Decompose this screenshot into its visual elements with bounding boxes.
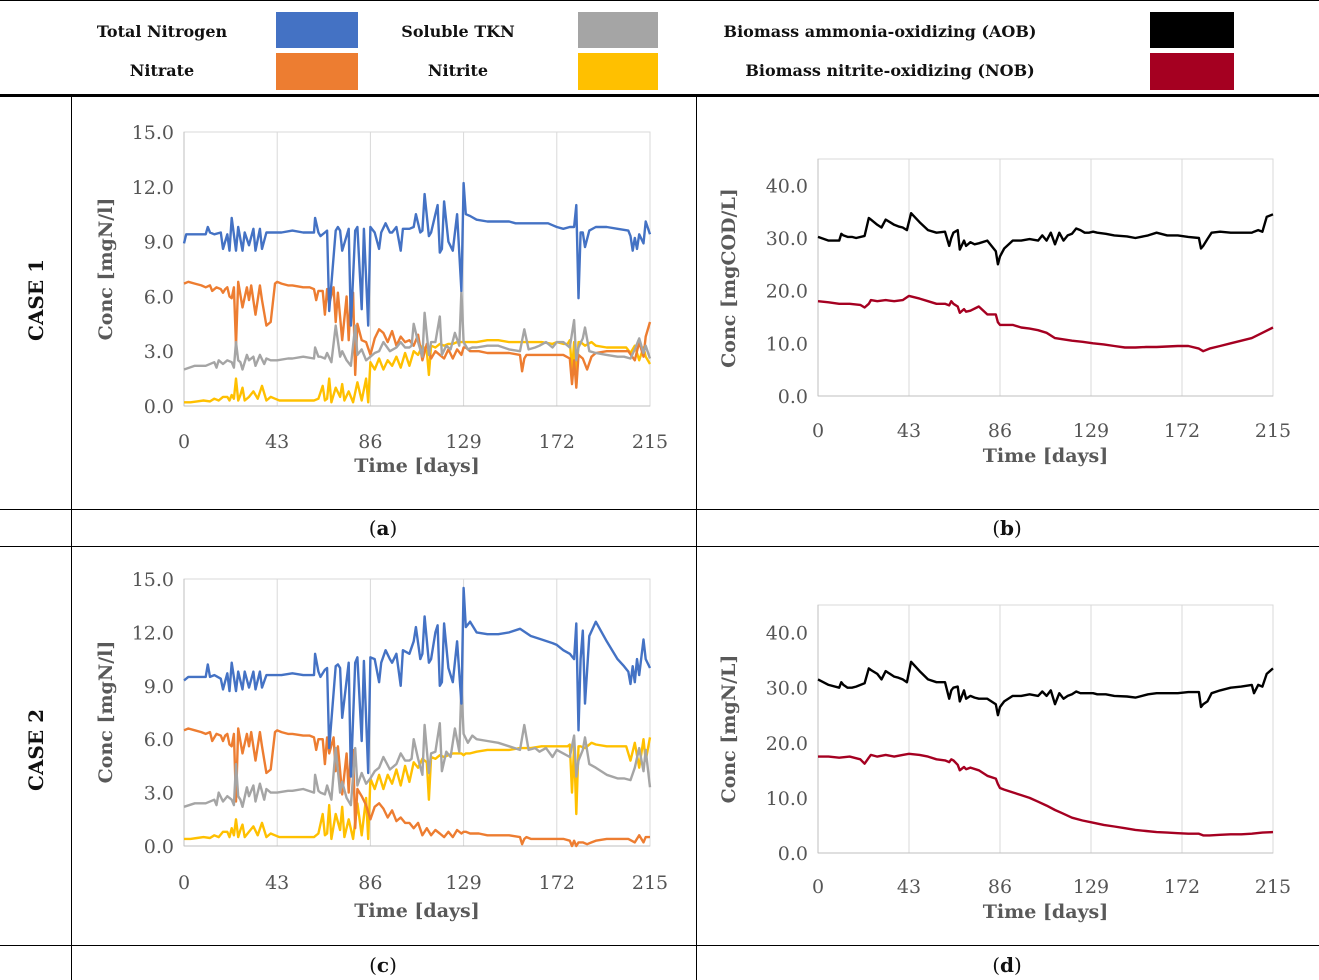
y-axis-label-a: Conc [mgN/l]	[95, 198, 117, 341]
y-axis-label-b: Conc [mgCOD/L]	[718, 188, 740, 368]
plot-frame-b	[817, 158, 1274, 397]
legend-bottom-border	[0, 94, 1319, 95]
x-tick-label-a-5: 215	[632, 431, 668, 453]
series-line-a-soluble-tkn	[183, 289, 652, 371]
series-line-a-nitrate	[183, 280, 652, 389]
y-tick-label-d-1: 10.0	[766, 788, 808, 810]
x-tick-label-d-2: 86	[988, 876, 1012, 898]
y-tick-label-a-2: 6.0	[144, 286, 174, 308]
y-tick-label-b-0: 0.0	[778, 386, 808, 408]
x-tick-label-d-4: 172	[1164, 876, 1200, 898]
y-tick-label-c-4: 12.0	[132, 622, 174, 644]
col-divider-left	[71, 96, 72, 980]
y-tick-label-d-3: 30.0	[766, 678, 808, 700]
x-tick-label-a-3: 129	[445, 431, 481, 453]
x-axis-label-b: Time [days]	[983, 445, 1108, 467]
legend-label-nitrate: Nitrate	[129, 61, 195, 80]
legend-top-border	[0, 0, 1319, 1]
x-axis-label-a: Time [days]	[354, 455, 479, 477]
y-tick-label-a-3: 9.0	[144, 232, 174, 254]
x-tick-label-a-4: 172	[539, 431, 575, 453]
legend-label-total-nitrogen: Total Nitrogen	[96, 22, 228, 41]
series-line-d-biomass-nitrite-oxidizing-nob-	[818, 752, 1274, 837]
y-tick-label-d-2: 20.0	[766, 733, 808, 755]
y-tick-label-a-5: 15.0	[132, 122, 174, 144]
x-tick-label-c-3: 129	[445, 872, 481, 894]
x-tick-label-c-1: 43	[265, 872, 289, 894]
legend-label-nob: Biomass nitrite-oxidizing (NOB)	[745, 61, 1035, 80]
legend-swatch-aob	[1150, 12, 1234, 48]
x-tick-label-b-4: 172	[1164, 420, 1200, 442]
x-tick-label-d-1: 43	[897, 876, 921, 898]
legend-swatch-soluble-tkn	[578, 12, 658, 48]
series-line-b-biomass-ammonia-oxidizing-aob-	[817, 211, 1274, 266]
y-tick-label-d-4: 40.0	[766, 623, 808, 645]
legend-label-nitrite: Nitrite	[427, 61, 489, 80]
x-tick-label-a-0: 0	[178, 431, 190, 453]
subfigure-label-d: (d)	[992, 953, 1022, 977]
x-axis-label-c: Time [days]	[354, 900, 479, 922]
y-axis-label-d: Conc [mgN/L]	[718, 655, 740, 804]
x-tick-label-a-2: 86	[358, 431, 382, 453]
x-tick-label-c-4: 172	[539, 872, 575, 894]
x-tick-label-b-0: 0	[812, 420, 824, 442]
x-tick-label-c-0: 0	[178, 872, 190, 894]
x-tick-label-d-0: 0	[812, 876, 824, 898]
series-line-a-nitrite	[184, 339, 652, 404]
legend-separator	[0, 95, 1319, 97]
subfigure-label-a: (a)	[368, 516, 398, 540]
y-tick-label-b-4: 40.0	[766, 175, 808, 197]
series-line-c-nitrate	[183, 727, 650, 848]
x-tick-label-c-5: 215	[632, 872, 668, 894]
y-tick-label-c-5: 15.0	[132, 569, 174, 591]
legend-swatch-nitrite	[578, 53, 658, 90]
y-tick-label-c-0: 0.0	[144, 836, 174, 858]
x-tick-label-d-5: 215	[1255, 876, 1291, 898]
x-tick-label-b-5: 215	[1255, 420, 1291, 442]
x-tick-label-b-2: 86	[988, 420, 1012, 442]
legend-label-aob: Biomass ammonia-oxidizing (AOB)	[723, 22, 1037, 41]
row-divider-1	[0, 509, 1319, 510]
x-tick-label-d-3: 129	[1073, 876, 1109, 898]
y-tick-label-b-1: 10.0	[766, 333, 808, 355]
subfigure-label-b: (b)	[992, 516, 1022, 540]
legend-swatch-nitrate	[276, 53, 358, 90]
series-line-c-soluble-tkn	[183, 684, 652, 808]
y-tick-label-d-0: 0.0	[778, 843, 808, 865]
y-tick-label-b-2: 20.0	[766, 281, 808, 303]
y-axis-label-c: Conc [mgN/l]	[95, 641, 117, 784]
y-tick-label-b-3: 30.0	[766, 228, 808, 250]
x-axis-label-d: Time [days]	[983, 901, 1108, 923]
x-tick-label-b-3: 129	[1073, 420, 1109, 442]
legend-swatch-total-nitrogen	[276, 12, 358, 48]
row-divider-2	[0, 546, 1319, 547]
series-line-c-total-nitrogen	[183, 586, 652, 778]
y-tick-label-a-1: 3.0	[144, 341, 174, 363]
x-tick-label-b-1: 43	[897, 420, 921, 442]
x-tick-label-a-1: 43	[265, 431, 289, 453]
series-line-d-biomass-ammonia-oxidizing-aob-	[817, 660, 1274, 717]
subfigure-label-c: (c)	[369, 953, 397, 977]
x-tick-label-c-2: 86	[358, 872, 382, 894]
y-tick-label-c-1: 3.0	[144, 783, 174, 805]
series-line-c-nitrite	[184, 737, 652, 841]
series-line-b-biomass-nitrite-oxidizing-nob-	[817, 294, 1274, 353]
col-divider-mid	[696, 96, 697, 980]
y-tick-label-c-2: 6.0	[144, 729, 174, 751]
series-line-a-total-nitrogen	[182, 181, 652, 327]
y-tick-label-a-4: 12.0	[132, 177, 174, 199]
y-tick-label-c-3: 9.0	[144, 676, 174, 698]
legend-label-soluble-tkn: Soluble TKN	[401, 22, 515, 41]
plot-frame-d	[817, 604, 1274, 854]
legend-swatch-nob	[1150, 53, 1234, 90]
y-tick-label-a-0: 0.0	[144, 396, 174, 418]
row-divider-3	[0, 945, 1319, 946]
